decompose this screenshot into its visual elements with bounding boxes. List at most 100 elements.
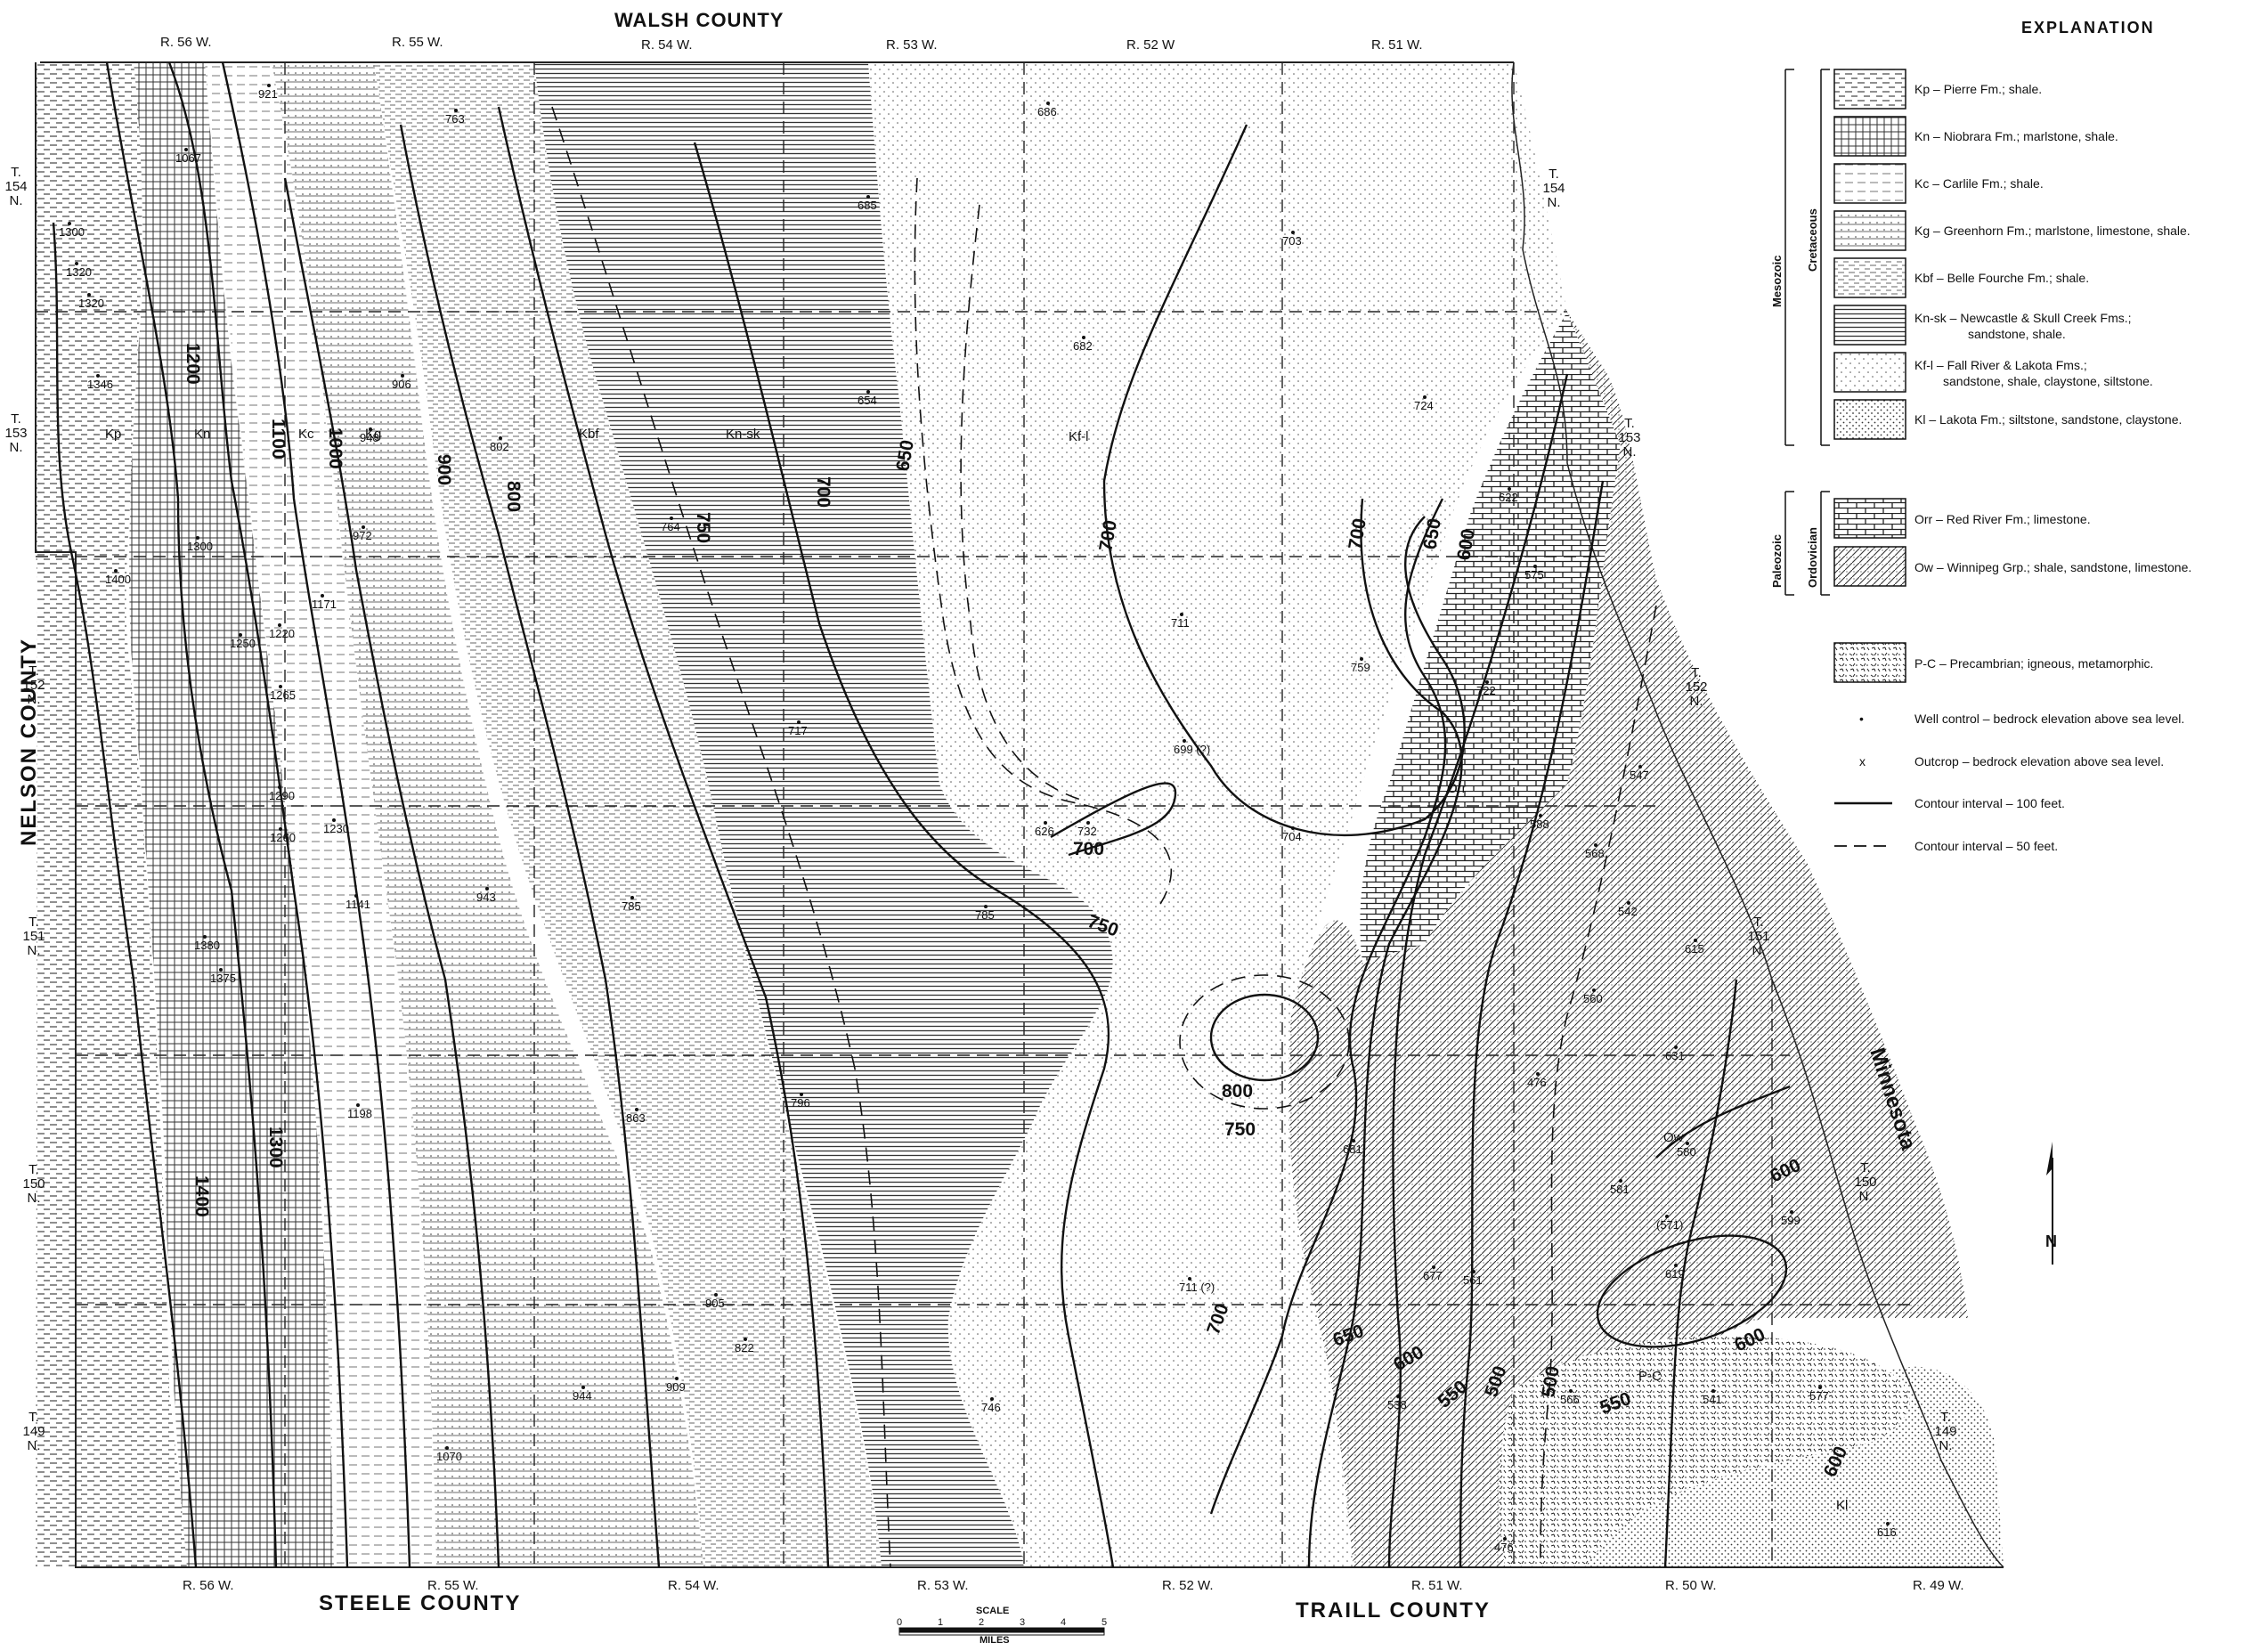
unit-label-ow: Ow	[1663, 1130, 1684, 1145]
well-control-dot	[1619, 1179, 1622, 1183]
well-control-dot	[354, 894, 358, 898]
well-label: 711 (?)	[1179, 1281, 1215, 1294]
well-label: 1346	[87, 378, 113, 391]
well-control-dot	[1352, 1139, 1355, 1143]
legend-swatch-kp	[1833, 69, 1906, 110]
well-control-dot	[1396, 1395, 1400, 1398]
well-control-dot	[1082, 336, 1085, 339]
contour-label: 1200	[183, 343, 203, 385]
well-label: 547	[1630, 769, 1649, 782]
svg-text:N.: N.	[1939, 1438, 1953, 1453]
well-control-dot	[454, 109, 458, 112]
legend-item: Kc – Carlile Fm.; shale.	[1833, 163, 2044, 204]
west-county-label: NELSON COUNTY	[17, 638, 41, 846]
well-control-dot	[866, 195, 870, 199]
well-label: 722	[1476, 684, 1496, 697]
north-arrow-label: N	[2045, 1232, 2057, 1250]
unit-area-orr	[1360, 312, 1621, 962]
svg-text:150: 150	[22, 1176, 45, 1192]
svg-text:153: 153	[1618, 430, 1640, 445]
well-label: 759	[1351, 661, 1370, 674]
well-control-dot	[1508, 487, 1511, 491]
well-label: 1220	[269, 627, 295, 640]
svg-text:T.: T.	[1624, 416, 1635, 431]
legend-label: Kn – Niobrara Fm.; marlstone, shale.	[1914, 129, 2118, 143]
scale-tick: 1	[938, 1617, 943, 1628]
unit-area-knsk	[534, 62, 1113, 1567]
well-label: 1141	[345, 898, 370, 911]
svg-text:T.: T.	[1691, 665, 1702, 680]
well-control-dot	[866, 390, 870, 394]
scale-tick: 3	[1020, 1617, 1025, 1628]
well-label: 560	[1583, 992, 1603, 1005]
well-control-dot	[1472, 1270, 1475, 1273]
svg-text:T.: T.	[1940, 1410, 1951, 1425]
legend-item: Kg – Greenhorn Fm.; marlstone, limestone…	[1833, 210, 2191, 251]
unit-label-pc: P-C	[1638, 1369, 1662, 1384]
legend-item: Kn – Niobrara Fm.; marlstone, shale.	[1833, 116, 2118, 157]
south-left-county-label: STEELE COUNTY	[319, 1591, 521, 1615]
well-label: 619	[1665, 1267, 1685, 1281]
legend-label: Kl – Lakota Fm.; siltstone, sandstone, c…	[1914, 412, 2182, 427]
svg-text:154: 154	[4, 179, 27, 194]
svg-text:151: 151	[1747, 929, 1769, 944]
well-control-dot	[1360, 657, 1363, 661]
legend-symbol: Contour interval – 100 feet.	[1834, 796, 2065, 810]
well-label: 763	[445, 112, 465, 126]
contour-lines	[52, 61, 1791, 1568]
svg-text:T.: T.	[28, 1410, 39, 1425]
well-control-dot	[332, 818, 336, 822]
well-control-dot	[635, 1108, 638, 1111]
svg-text:152: 152	[1685, 679, 1707, 695]
well-label: 1300	[59, 225, 85, 239]
well-label: 476	[1494, 1541, 1514, 1554]
well-control-dot	[1711, 1389, 1715, 1393]
well-control-symbol: •	[1859, 712, 1864, 726]
well-control-dot	[279, 827, 282, 831]
well-label: 1265	[270, 688, 296, 702]
svg-text:T.: T.	[11, 165, 21, 180]
well-control-dot	[1539, 814, 1542, 817]
well-control-dot	[1536, 1072, 1540, 1076]
well-label: 1250	[230, 637, 256, 650]
well-label: 476	[1527, 1076, 1547, 1089]
legend-symbol-label: Well control – bedrock elevation above s…	[1914, 712, 2184, 726]
legend-swatch-kbf	[1833, 257, 1906, 298]
contour-label: 700	[813, 476, 833, 508]
legend-item: Kf-l – Fall River & Lakota Fms.; sandsto…	[1833, 352, 2153, 393]
range-labels-bottom: R. 56 W. R. 55 W. R. 54 W. R. 53 W. R. 5…	[183, 1578, 1964, 1593]
unit-label-kp: Kp	[105, 427, 121, 442]
well-control-dot	[445, 1446, 449, 1450]
well-label: 561	[1463, 1273, 1483, 1287]
well-labels: 921 763 686 1067 685 703 1300 1320 1320 …	[59, 84, 1897, 1554]
well-control-dot	[1674, 1264, 1678, 1267]
legend-symbol: Contour interval – 50 feet.	[1834, 839, 2058, 853]
legend-swatch-orr	[1833, 498, 1906, 539]
well-control-dot	[744, 1338, 747, 1341]
well-control-dot	[278, 623, 281, 627]
well-label: 581	[1610, 1183, 1630, 1196]
legend-swatch-kc	[1833, 163, 1906, 204]
contour-label: 750	[1224, 1119, 1256, 1140]
well-control-dot	[219, 968, 223, 972]
well-label: 626	[1035, 825, 1054, 838]
well-label: 615	[1685, 942, 1704, 956]
svg-text:N.: N.	[1859, 1189, 1873, 1204]
well-label: 944	[573, 1389, 592, 1403]
legend-symbol: • Well control – bedrock elevation above…	[1859, 712, 2184, 726]
legend-period-cretaceous: Cretaceous	[1806, 208, 1819, 272]
unit-area-kn	[129, 62, 334, 1567]
legend-label: Kf-l – Fall River & Lakota Fms.;	[1914, 358, 2087, 372]
legend-label: Kc – Carlile Fm.; shale.	[1914, 176, 2044, 191]
unit-label-kl: Kl	[1836, 1498, 1848, 1513]
svg-text:150: 150	[1854, 1175, 1876, 1190]
well-label: 542	[1618, 905, 1638, 918]
